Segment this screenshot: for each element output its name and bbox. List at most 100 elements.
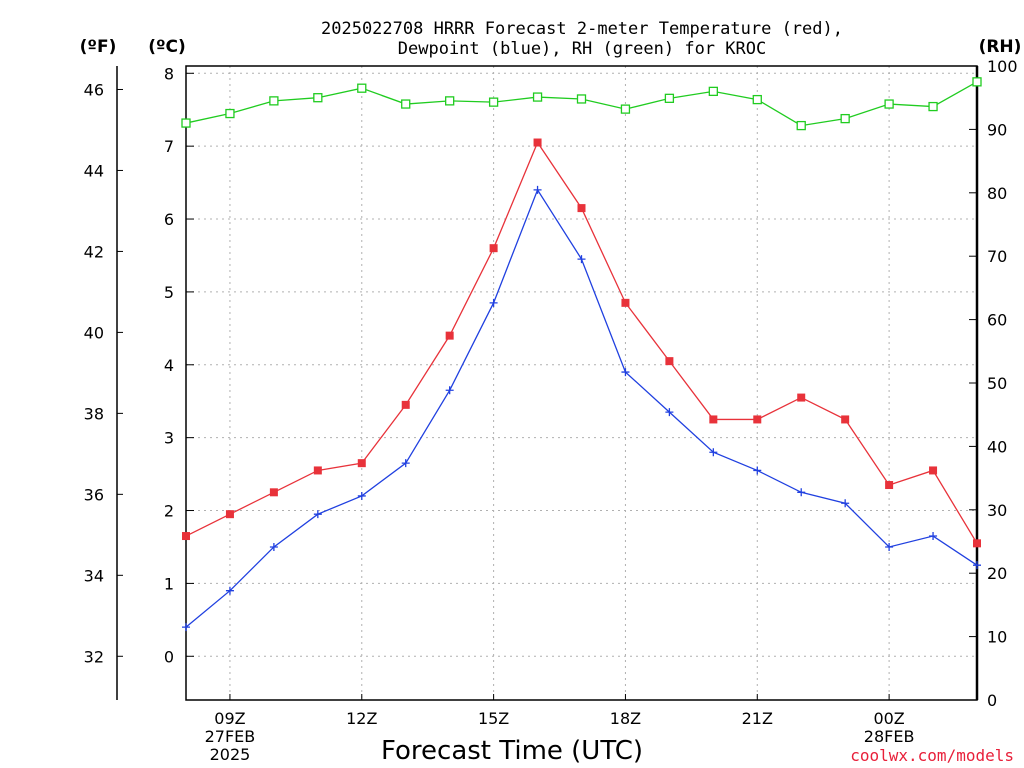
temperature-point (357, 459, 366, 468)
celsius-tick-label: 5 (164, 283, 174, 302)
rh-tick-label: 0 (987, 691, 997, 710)
rh-point (488, 97, 499, 107)
fahrenheit-tick-label: 38 (84, 404, 104, 423)
credit-link[interactable]: coolwx.com/models (850, 746, 1014, 765)
fahrenheit-tick-label: 46 (84, 80, 104, 99)
x-tick-label-date: 28FEB (864, 727, 915, 746)
temperature-point (313, 466, 322, 475)
rh-point (664, 93, 675, 103)
dewpoint-point (665, 408, 674, 417)
x-tick-label-hour: 21Z (742, 709, 773, 728)
temperature-point (621, 298, 630, 307)
dewpoint-point (357, 491, 366, 500)
dewpoint-point (313, 510, 322, 519)
celsius-tick-label: 0 (164, 647, 174, 666)
grid-lines (186, 66, 977, 700)
x-tick-label-year: 2025 (210, 745, 251, 764)
dewpoint-point (489, 298, 498, 307)
dewpoint-point (753, 466, 762, 475)
x-tick-label-hour: 18Z (610, 709, 641, 728)
chart-axes (116, 65, 979, 701)
dewpoint-point (929, 532, 938, 541)
rh-point (313, 93, 323, 103)
fahrenheit-tick-label: 44 (84, 161, 104, 180)
temperature-point (973, 539, 981, 548)
temperature-point (665, 357, 674, 366)
dewpoint-point (577, 255, 586, 264)
tick-labels: 0123456783234363840424446010203040506070… (84, 57, 1018, 764)
temperature-point (533, 138, 542, 147)
rh-point (269, 96, 279, 106)
rh-point (532, 92, 543, 102)
rh-point (840, 113, 850, 124)
fahrenheit-tick-label: 34 (84, 566, 104, 585)
x-tick-label-date: 27FEB (205, 727, 256, 746)
rh-tick-label: 90 (987, 120, 1007, 139)
temperature-point (841, 415, 850, 424)
x-tick-label-hour: 15Z (478, 709, 509, 728)
dewpoint-point (797, 488, 806, 497)
rh-tick-label: 20 (987, 564, 1007, 583)
rh-tick-label: 50 (987, 374, 1007, 393)
dewpoint-point (973, 561, 981, 570)
plot-frame (185, 65, 978, 701)
temperature-point (753, 415, 762, 424)
temperature-point (709, 415, 718, 424)
x-axis-label: Forecast Time (UTC) (381, 736, 643, 766)
dewpoint-point (621, 368, 630, 377)
rh-tick-label: 100 (987, 57, 1018, 76)
fahrenheit-tick-label: 32 (84, 647, 104, 666)
fahrenheit-tick-label: 42 (84, 242, 104, 261)
temperature-point (225, 510, 234, 519)
temperature-point (929, 466, 938, 475)
temperature-point (577, 204, 586, 213)
x-tick-label-hour: 00Z (873, 709, 904, 728)
dewpoint-point (182, 623, 190, 632)
dewpoint-point (709, 448, 718, 457)
rh-tick-label: 70 (987, 247, 1007, 266)
fahrenheit-tick-label: 40 (84, 323, 104, 342)
celsius-tick-label: 2 (164, 502, 174, 521)
rh-tick-label: 80 (987, 184, 1007, 203)
rh-point (401, 99, 411, 109)
celsius-tick-label: 8 (164, 64, 174, 83)
rh-tick-label: 40 (987, 437, 1007, 456)
rh-point (972, 77, 982, 87)
celsius-tick-label: 7 (164, 137, 174, 156)
dewpoint-point (401, 459, 410, 468)
series-group (181, 77, 982, 632)
dewpoint-point (885, 542, 894, 551)
rh-point (928, 101, 938, 112)
rh-point (225, 108, 235, 119)
rh-point (357, 83, 367, 93)
fahrenheit-tick-label: 36 (84, 485, 104, 504)
rh-point (620, 104, 631, 114)
celsius-tick-label: 4 (164, 356, 174, 375)
rh-tick-label: 10 (987, 628, 1007, 647)
dewpoint-point (269, 542, 278, 551)
rh-unit-label: (RH) (979, 37, 1022, 57)
rh-tick-label: 60 (987, 311, 1007, 330)
celsius-tick-label: 3 (164, 429, 174, 448)
rh-point (884, 99, 894, 109)
rh-point (708, 86, 718, 97)
rh-point (752, 94, 762, 105)
celsius-tick-label: 6 (164, 210, 174, 229)
x-tick-label-hour: 09Z (214, 709, 245, 728)
celsius-unit-label: (ºC) (148, 37, 186, 57)
chart-title-line2: Dewpoint (blue), RH (green) for KROC (398, 39, 766, 59)
temperature-point (401, 400, 410, 409)
rh-point (445, 96, 455, 106)
temperature-point (489, 244, 498, 253)
dewpoint-point (533, 185, 542, 194)
rh-point (576, 94, 587, 104)
rh-point (796, 120, 806, 131)
rh-line (185, 81, 978, 127)
dewpoint-point (445, 386, 454, 395)
x-tick-label-hour: 12Z (346, 709, 377, 728)
dewpoint-point (225, 586, 234, 595)
temperature-point (269, 488, 278, 497)
dewpoint-point (841, 499, 850, 508)
temperature-point (885, 481, 894, 490)
